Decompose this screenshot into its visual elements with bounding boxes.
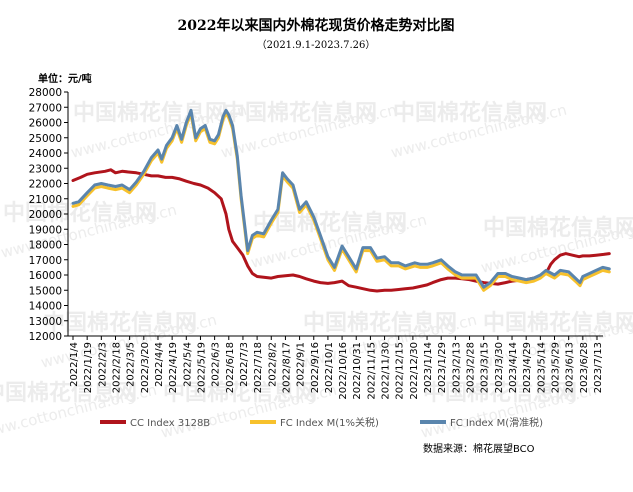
y-tick-label: 21000	[29, 194, 62, 206]
watermark-text: 中国棉花信息网	[43, 310, 197, 336]
y-tick-label: 22000	[29, 179, 62, 191]
unit-label: 单位：元/吨	[38, 72, 92, 85]
watermark-text: 中国棉花信息网	[163, 380, 317, 406]
x-tick-label: 2022/5/19	[196, 342, 207, 393]
y-tick-label: 15000	[29, 285, 62, 297]
legend-label: CC Index 3128B	[130, 418, 210, 429]
y-tick-label: 14000	[29, 301, 62, 313]
x-tick-label: 2023/2/28	[466, 342, 477, 393]
y-tick-label: 23000	[29, 163, 62, 175]
y-tick-label: 17000	[29, 255, 62, 267]
chart-subtitle: （2021.9.1-2023.7.26）	[257, 39, 376, 51]
x-tick-label: 2023/6/28	[579, 342, 590, 393]
chart-title: 2022年以来国内外棉花现货价格走势对比图	[178, 17, 455, 34]
y-tick-label: 19000	[29, 224, 62, 236]
x-tick-label: 2022/5/4	[182, 342, 193, 387]
x-tick-label: 2023/6/13	[565, 342, 576, 393]
legend: CC Index 3128B FC Index M(1%关税) FC Index M…	[100, 416, 543, 429]
x-tick-label: 2022/12/30	[409, 342, 420, 400]
x-tick-label: 2022/8/17	[281, 342, 292, 393]
watermark-text: 中国棉花信息网	[483, 215, 633, 241]
watermark-text: 中国棉花信息网	[73, 100, 227, 126]
watermark-text: 中国棉花信息网	[303, 310, 457, 336]
x-tick-label: 2022/2/3	[97, 342, 108, 387]
y-tick-label: 26000	[29, 118, 62, 130]
x-tick-label: 2022/3/5	[126, 342, 137, 387]
y-tick-label: 25000	[29, 133, 62, 145]
x-tick-label: 2022/7/3	[239, 342, 250, 387]
x-tick-label: 2023/4/29	[522, 342, 533, 393]
x-tick-label: 2023/2/13	[451, 342, 462, 393]
axes: 12000 13000 14000 15000 16000 17000 18000 19000…	[29, 87, 604, 400]
x-tick-label: 2022/3/20	[140, 342, 151, 393]
x-tick-label: 2022/7/18	[253, 342, 264, 393]
x-tick-label: 2022/1/19	[83, 342, 94, 393]
source-label: 数据来源：棉花展望BCO	[423, 442, 535, 455]
x-tick-label: 2022/11/15	[366, 342, 377, 400]
x-tick-label: 2022/8/2	[267, 342, 278, 387]
watermark-text: 中国棉花信息网	[223, 100, 377, 126]
x-tick-label: 2022/4/4	[154, 342, 165, 387]
series-group	[71, 108, 611, 293]
x-tick-label: 2022/10/1	[324, 342, 335, 393]
x-tick-label: 2022/2/18	[111, 342, 122, 393]
x-tick-label: 2023/5/29	[551, 342, 562, 393]
series-line-3	[71, 108, 611, 289]
watermark-text: 中国棉花信息网	[393, 100, 547, 126]
y-tick-label: 13000	[29, 316, 62, 328]
watermark-text: 中国棉花信息网	[0, 380, 137, 406]
y-tick-label: 28000	[29, 87, 62, 99]
x-tick-label: 2023/5/14	[536, 342, 547, 393]
watermark-text: 中国棉花信息网	[423, 380, 577, 406]
x-tick-label: 2022/6/18	[225, 342, 236, 393]
x-tick-label: 2023/4/14	[508, 342, 519, 393]
x-tick-label: 2023/3/15	[480, 342, 491, 393]
x-tick-label: 2023/1/29	[437, 342, 448, 393]
x-tick-label: 2022/11/30	[381, 342, 392, 400]
watermark-text: 中国棉花信息网	[253, 210, 407, 236]
x-tick-label: 2022/12/15	[395, 342, 406, 400]
x-tick-label: 2022/10/31	[352, 342, 363, 400]
y-tick-label: 20000	[29, 209, 62, 221]
x-tick-label: 2022/6/3	[211, 342, 222, 387]
y-tick-label: 24000	[29, 148, 62, 160]
watermark-text: 中国棉花信息网	[483, 310, 633, 336]
y-tick-label: 16000	[29, 270, 62, 282]
y-tick-label: 12000	[29, 331, 62, 343]
legend-label: FC Index M(1%关税)	[280, 416, 379, 429]
x-tick-label: 2022/4/19	[168, 342, 179, 393]
x-tick-label: 2023/3/30	[494, 342, 505, 393]
x-tick-label: 2022/9/16	[310, 342, 321, 393]
y-tick-label: 18000	[29, 240, 62, 252]
x-tick-label: 2023/7/13	[593, 342, 604, 393]
x-tick-label: 2023/1/14	[423, 342, 434, 393]
x-tick-label: 2022/9/1	[296, 342, 307, 387]
x-tick-label: 2022/10/16	[338, 342, 349, 400]
y-tick-label: 27000	[29, 102, 62, 114]
legend-label: FC Index M(滑准税)	[450, 416, 543, 429]
x-tick-label: 2022/1/4	[69, 342, 80, 387]
